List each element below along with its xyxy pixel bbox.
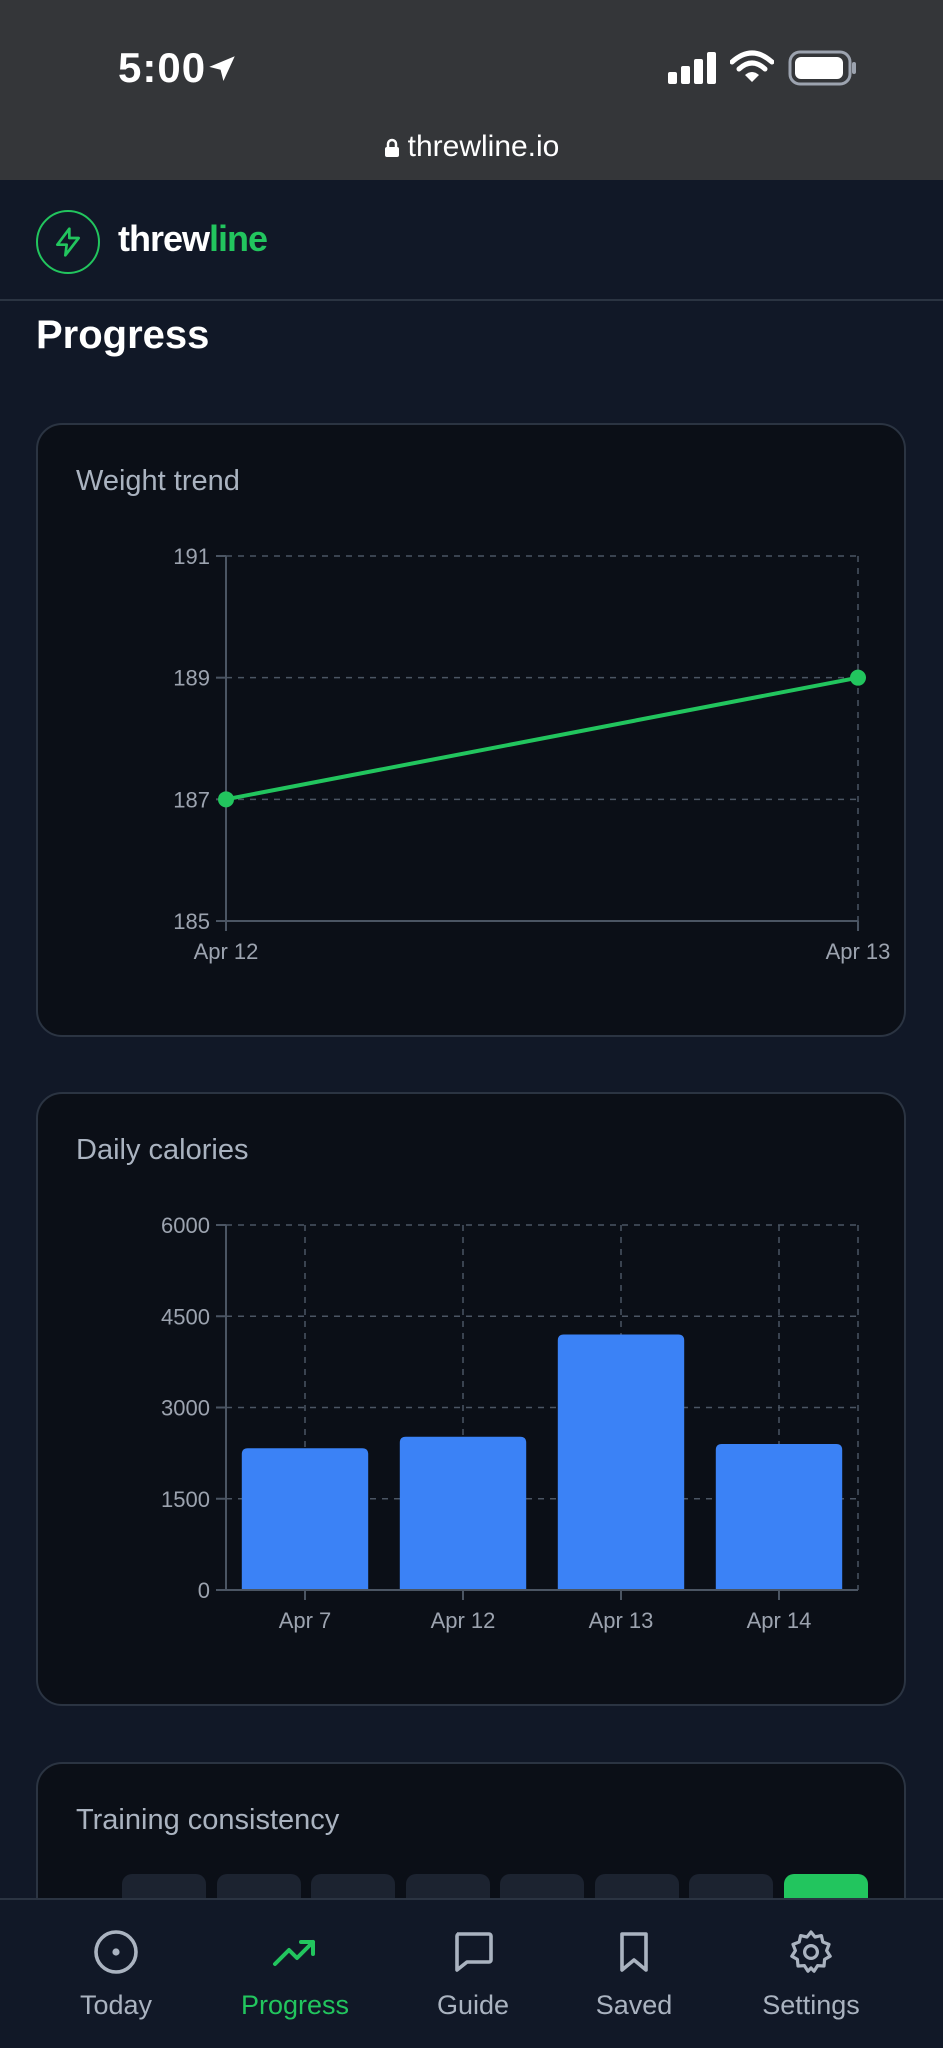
bottom-navigation: Today Progress Guide Saved Settings: [0, 1898, 943, 2048]
x-tick-label: Apr 13: [589, 1608, 654, 1633]
nav-label: Today: [79, 1990, 153, 2020]
weight-trend-card: Weight trend 185 187 189 191 Apr 12 Apr 13: [36, 423, 906, 1037]
y-tick-label: 4500: [161, 1304, 210, 1329]
data-point: [850, 669, 866, 686]
clock-icon: [94, 1930, 138, 1974]
card-title: Weight trend: [76, 465, 240, 497]
battery-icon: [788, 50, 856, 86]
x-tick-label: Apr 14: [747, 1608, 812, 1633]
lock-icon: [384, 138, 399, 158]
lightning-icon: [56, 227, 80, 257]
status-time: 5:00: [118, 44, 207, 91]
nav-settings[interactable]: Settings: [717, 1900, 905, 2048]
daily-calories-card: Daily calories 0 1500 3000 4500 6000 Apr 7 Apr…: [36, 1092, 906, 1706]
location-arrow-icon: [209, 56, 235, 82]
app-header: threwline: [0, 180, 943, 301]
daily-calories-chart: 0 1500 3000 4500 6000 Apr 7 Apr 12 Apr 13 Apr 14: [161, 1213, 859, 1633]
y-tick-label: 0: [198, 1578, 210, 1603]
y-tick-label: 189: [173, 666, 210, 691]
bookmark-icon: [620, 1932, 648, 1972]
nav-guide[interactable]: Guide: [379, 1900, 567, 2048]
page-title: Progress: [36, 313, 210, 357]
y-tick-label: 1500: [161, 1487, 210, 1512]
brand-name[interactable]: threwline: [118, 218, 268, 259]
nav-label: Settings: [762, 1990, 860, 2020]
card-title: Training consistency: [76, 1804, 340, 1836]
nav-label: Guide: [436, 1990, 510, 2020]
x-tick-label: Apr 12: [194, 939, 259, 964]
nav-progress[interactable]: Progress: [201, 1900, 389, 2048]
nav-today[interactable]: Today: [22, 1900, 210, 2048]
card-title: Daily calories: [76, 1134, 249, 1166]
x-tick-label: Apr 13: [826, 939, 891, 964]
bar: [399, 1436, 527, 1590]
nav-label: Progress: [240, 1990, 350, 2020]
trend-icon: [273, 1940, 315, 1966]
bar: [241, 1448, 369, 1590]
y-tick-label: 191: [173, 544, 210, 569]
nav-saved[interactable]: Saved: [540, 1900, 728, 2048]
logo[interactable]: [36, 210, 100, 274]
series-line: [225, 675, 859, 802]
y-tick-label: 3000: [161, 1396, 210, 1421]
url-text: threwline.io: [407, 130, 560, 163]
y-tick-label: 6000: [161, 1213, 210, 1238]
x-tick-label: Apr 7: [279, 1608, 332, 1633]
chat-icon: [455, 1932, 493, 1972]
cellular-signal-icon: [668, 52, 716, 84]
y-tick-label: 187: [173, 787, 210, 812]
weight-trend-chart: 185 187 189 191 Apr 12 Apr 13: [173, 544, 891, 964]
data-point: [218, 791, 234, 808]
address-bar[interactable]: threwline.io: [0, 130, 943, 164]
bar: [715, 1444, 843, 1590]
gear-icon: [790, 1930, 832, 1973]
nav-label: Saved: [595, 1990, 673, 2020]
bar: [557, 1334, 685, 1590]
y-tick-label: 185: [173, 909, 210, 934]
x-tick-label: Apr 12: [431, 1608, 496, 1633]
browser-status-bar: 5:00 threwline.io: [0, 0, 943, 180]
wifi-icon: [730, 50, 774, 82]
